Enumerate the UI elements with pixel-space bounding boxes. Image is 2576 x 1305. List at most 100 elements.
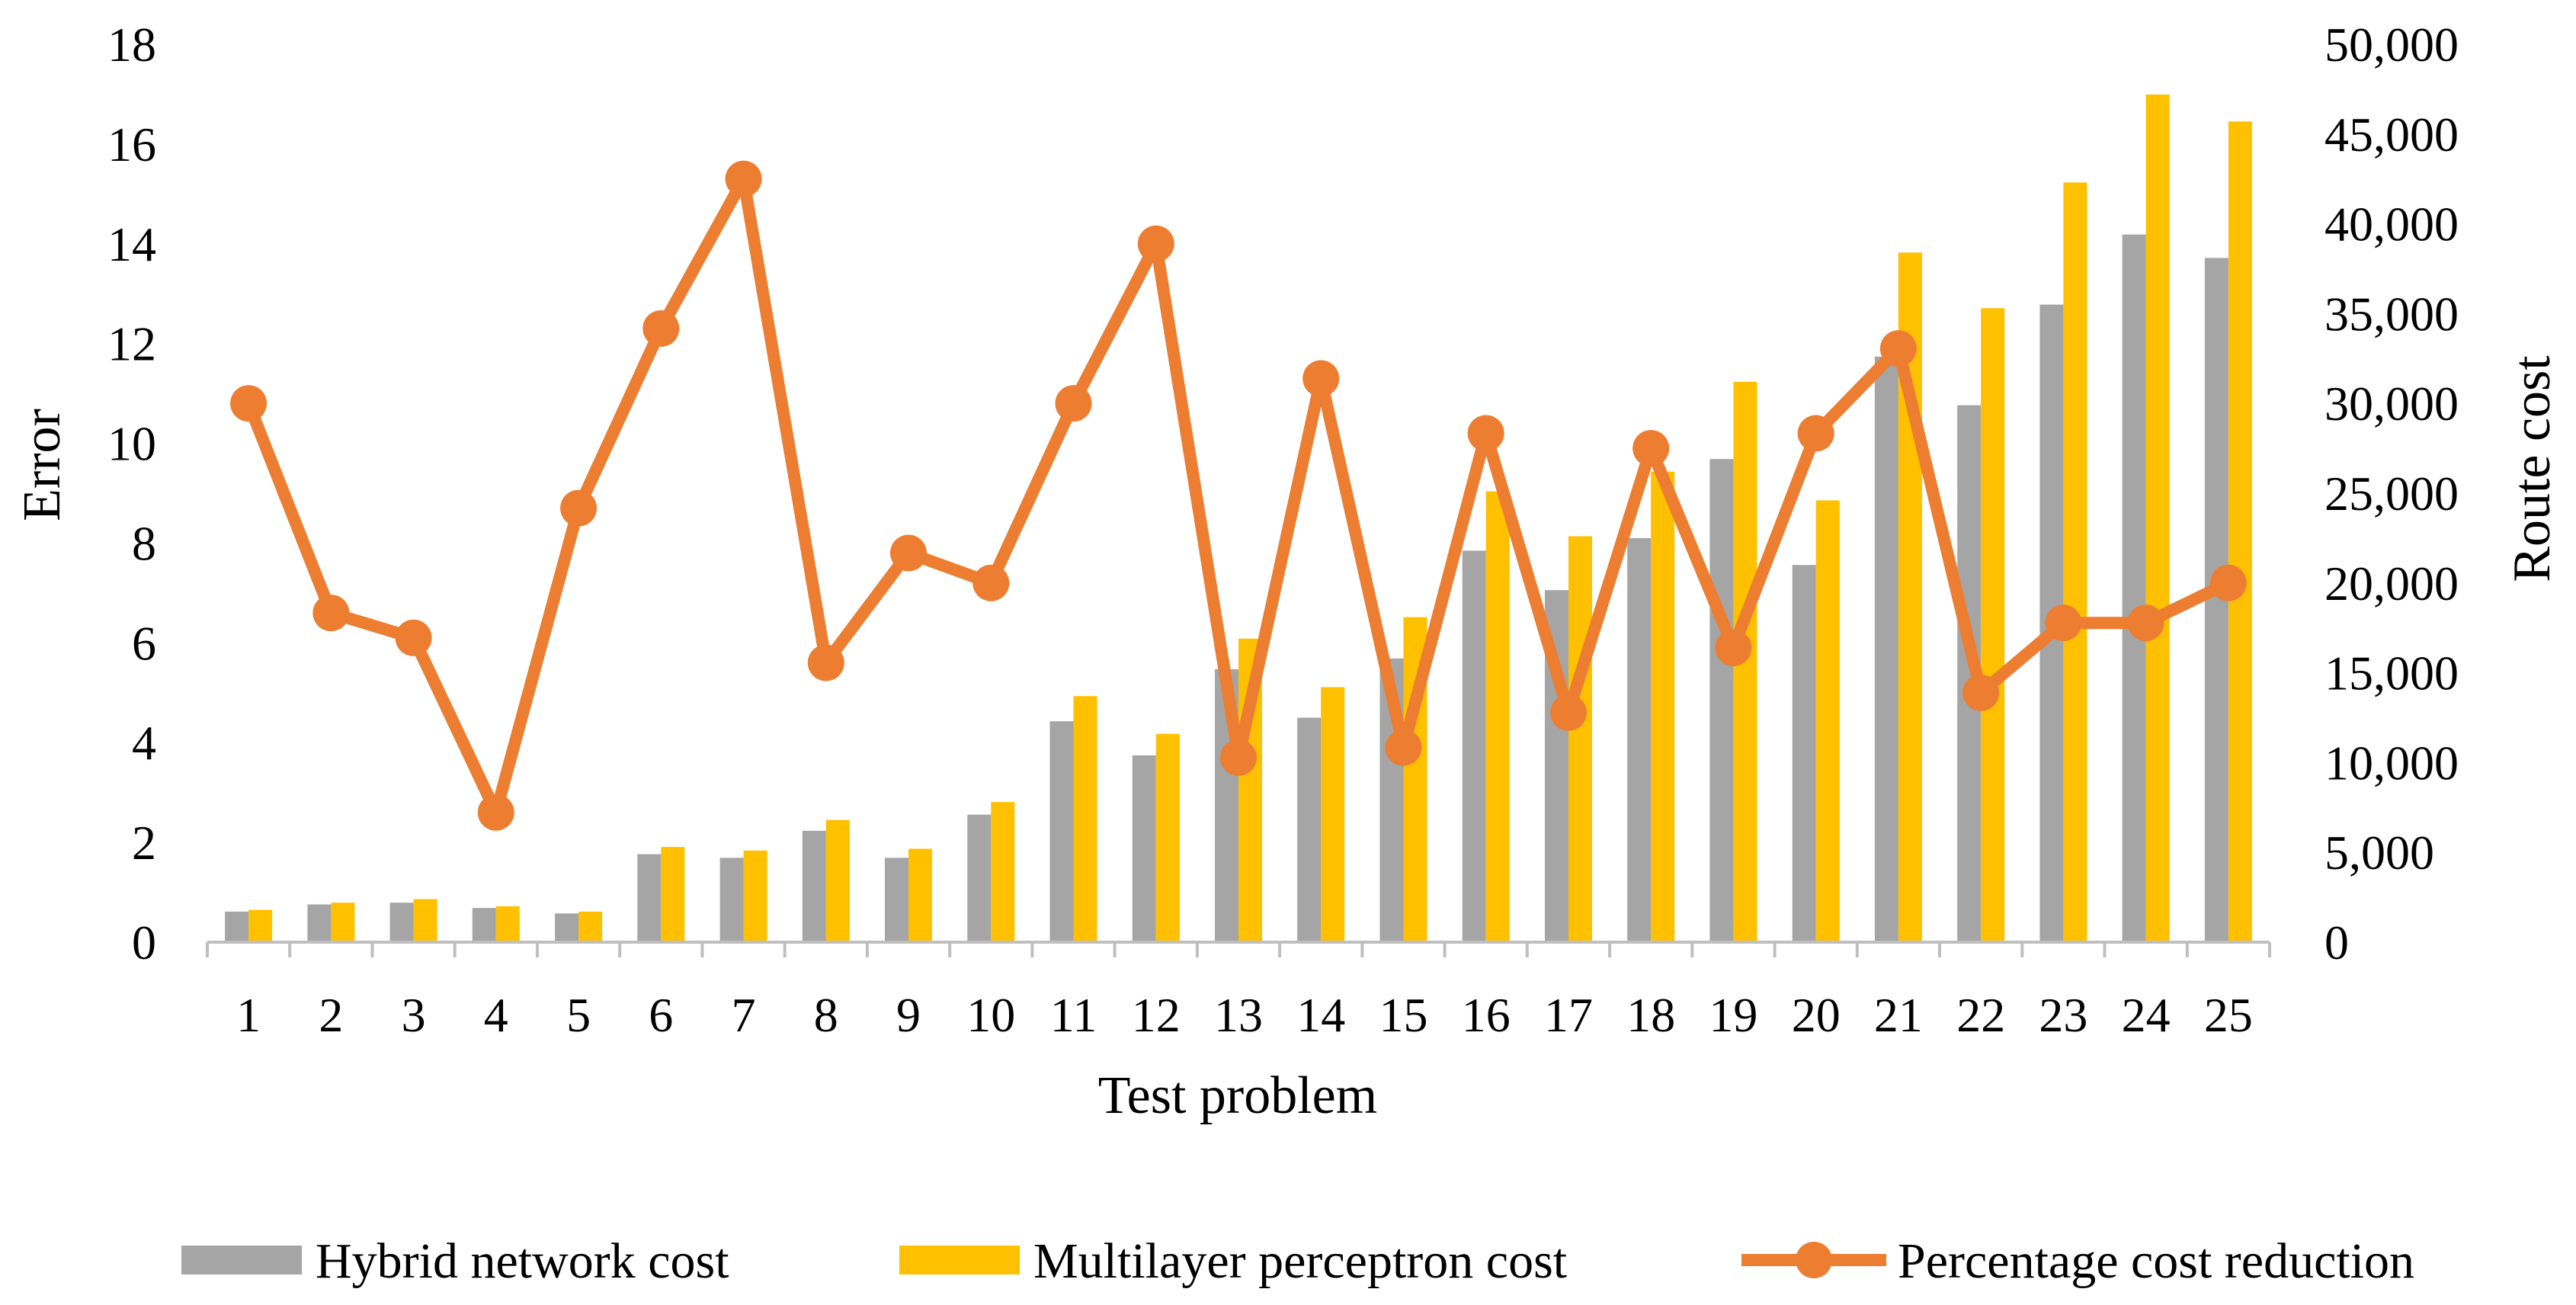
bar-mlp-25 (2228, 121, 2252, 942)
bar-hybrid-5 (555, 913, 579, 942)
bar-hybrid-16 (1462, 550, 1486, 942)
x-tick-label: 12 (1132, 988, 1181, 1042)
axes-layer (206, 941, 2271, 957)
x-tick-label: 4 (484, 988, 508, 1042)
marker-reduction-7 (725, 160, 762, 197)
y-left-tick-label: 8 (132, 516, 156, 570)
marker-reduction-4 (477, 794, 514, 831)
x-tick-label: 22 (1956, 988, 2005, 1042)
x-tick-label: 20 (1792, 988, 1841, 1042)
bar-mlp-2 (331, 903, 355, 942)
y-right-tick-label: 30,000 (2324, 377, 2459, 431)
legend-swatch-mlp (899, 1246, 1020, 1275)
marker-reduction-22 (1962, 674, 2000, 711)
bar-hybrid-4 (472, 908, 496, 942)
x-tick-label: 24 (2122, 988, 2171, 1042)
legend-swatch-hybrid (181, 1246, 302, 1275)
marker-reduction-3 (395, 619, 432, 656)
x-tick-label: 14 (1296, 988, 1345, 1042)
y-left-tick-label: 12 (107, 317, 156, 371)
x-tick-label: 23 (2039, 988, 2087, 1042)
bar-mlp-11 (1073, 696, 1097, 942)
bar-hybrid-10 (967, 814, 992, 942)
marker-reduction-12 (1137, 225, 1174, 262)
marker-reduction-23 (2045, 604, 2082, 642)
marker-reduction-9 (890, 534, 927, 572)
legend-label-hybrid: Hybrid network cost (316, 1233, 729, 1289)
x-tick-label: 3 (402, 988, 426, 1042)
bar-mlp-4 (495, 906, 520, 942)
x-tick-label: 19 (1709, 988, 1757, 1042)
y-left-tick-label: 18 (107, 18, 156, 72)
x-tick-label: 2 (319, 988, 343, 1042)
bar-mlp-7 (743, 850, 767, 942)
bar-hybrid-20 (1792, 565, 1816, 942)
y-left-tick-label: 6 (132, 616, 156, 670)
x-tick-label: 8 (814, 988, 838, 1042)
y-right-tick-label: 45,000 (2324, 107, 2459, 162)
marker-reduction-20 (1797, 415, 1834, 452)
bar-hybrid-14 (1297, 717, 1322, 942)
marker-reduction-18 (1632, 430, 1670, 467)
marker-reduction-6 (642, 310, 680, 347)
y-right-tick-label: 20,000 (2324, 556, 2459, 611)
y-right-tick-label: 15,000 (2324, 646, 2459, 701)
bar-mlp-16 (1485, 491, 1510, 942)
x-tick-label: 13 (1214, 988, 1263, 1042)
bar-mlp-22 (1981, 308, 2005, 942)
marker-reduction-11 (1055, 385, 1092, 422)
tick-labels: 1 2 3 4 5 6 7 8 9 10 11 12 13 14 15 16 17 18 19 20 21 22 23 24 2… (107, 18, 2459, 1042)
bar-mlp-17 (1568, 536, 1592, 942)
bar-mlp-6 (661, 847, 685, 942)
bar-hybrid-8 (802, 830, 826, 942)
bar-mlp-14 (1321, 687, 1345, 942)
x-tick-label: 21 (1874, 988, 1923, 1042)
x-tick-label: 25 (2204, 988, 2253, 1042)
x-tick-label: 6 (649, 988, 673, 1042)
y-right-tick-label: 25,000 (2324, 467, 2459, 521)
marker-reduction-14 (1302, 360, 1340, 397)
y-axis-left-title: Error (13, 409, 72, 521)
x-tick-label: 1 (236, 988, 261, 1042)
x-tick-label: 9 (896, 988, 921, 1042)
x-tick-label: 17 (1544, 988, 1593, 1042)
bar-mlp-23 (2063, 182, 2087, 942)
line-layer (230, 160, 2247, 831)
bar-mlp-12 (1155, 733, 1180, 942)
x-axis-title: Test problem (1098, 1066, 1377, 1125)
legend-label-reduction: Percentage cost reduction (1898, 1233, 2414, 1289)
marker-reduction-24 (2127, 604, 2164, 642)
y-right-tick-label: 35,000 (2324, 287, 2459, 341)
bar-hybrid-24 (2122, 234, 2146, 942)
y-left-tick-label: 0 (132, 915, 156, 970)
marker-reduction-5 (560, 489, 598, 527)
x-tick-label: 10 (966, 988, 1015, 1042)
x-tick-label: 7 (732, 988, 756, 1042)
bar-hybrid-1 (225, 911, 249, 942)
bar-hybrid-7 (719, 858, 744, 942)
bar-mlp-20 (1815, 500, 1840, 942)
bar-mlp-9 (908, 848, 932, 942)
bar-mlp-10 (991, 802, 1015, 942)
marker-reduction-17 (1550, 694, 1587, 731)
bar-mlp-18 (1651, 471, 1675, 942)
bar-hybrid-2 (307, 904, 332, 942)
marker-reduction-25 (2209, 564, 2247, 601)
y-axis-right-title: Route cost (2503, 355, 2562, 582)
y-left-tick-label: 2 (132, 816, 156, 870)
x-tick-label: 18 (1626, 988, 1675, 1042)
bar-mlp-1 (248, 909, 273, 942)
y-right-tick-label: 40,000 (2324, 197, 2459, 252)
marker-reduction-16 (1467, 415, 1504, 452)
y-left-tick-label: 4 (132, 716, 156, 770)
bar-mlp-8 (825, 819, 850, 942)
bar-mlp-3 (413, 899, 437, 942)
marker-reduction-19 (1715, 629, 1752, 666)
y-right-tick-label: 0 (2324, 915, 2349, 970)
y-right-tick-label: 50,000 (2324, 18, 2459, 72)
x-tick-label: 15 (1379, 988, 1428, 1042)
y-left-tick-label: 14 (107, 217, 156, 271)
bar-layer (225, 95, 2252, 943)
bar-mlp-5 (578, 911, 603, 942)
